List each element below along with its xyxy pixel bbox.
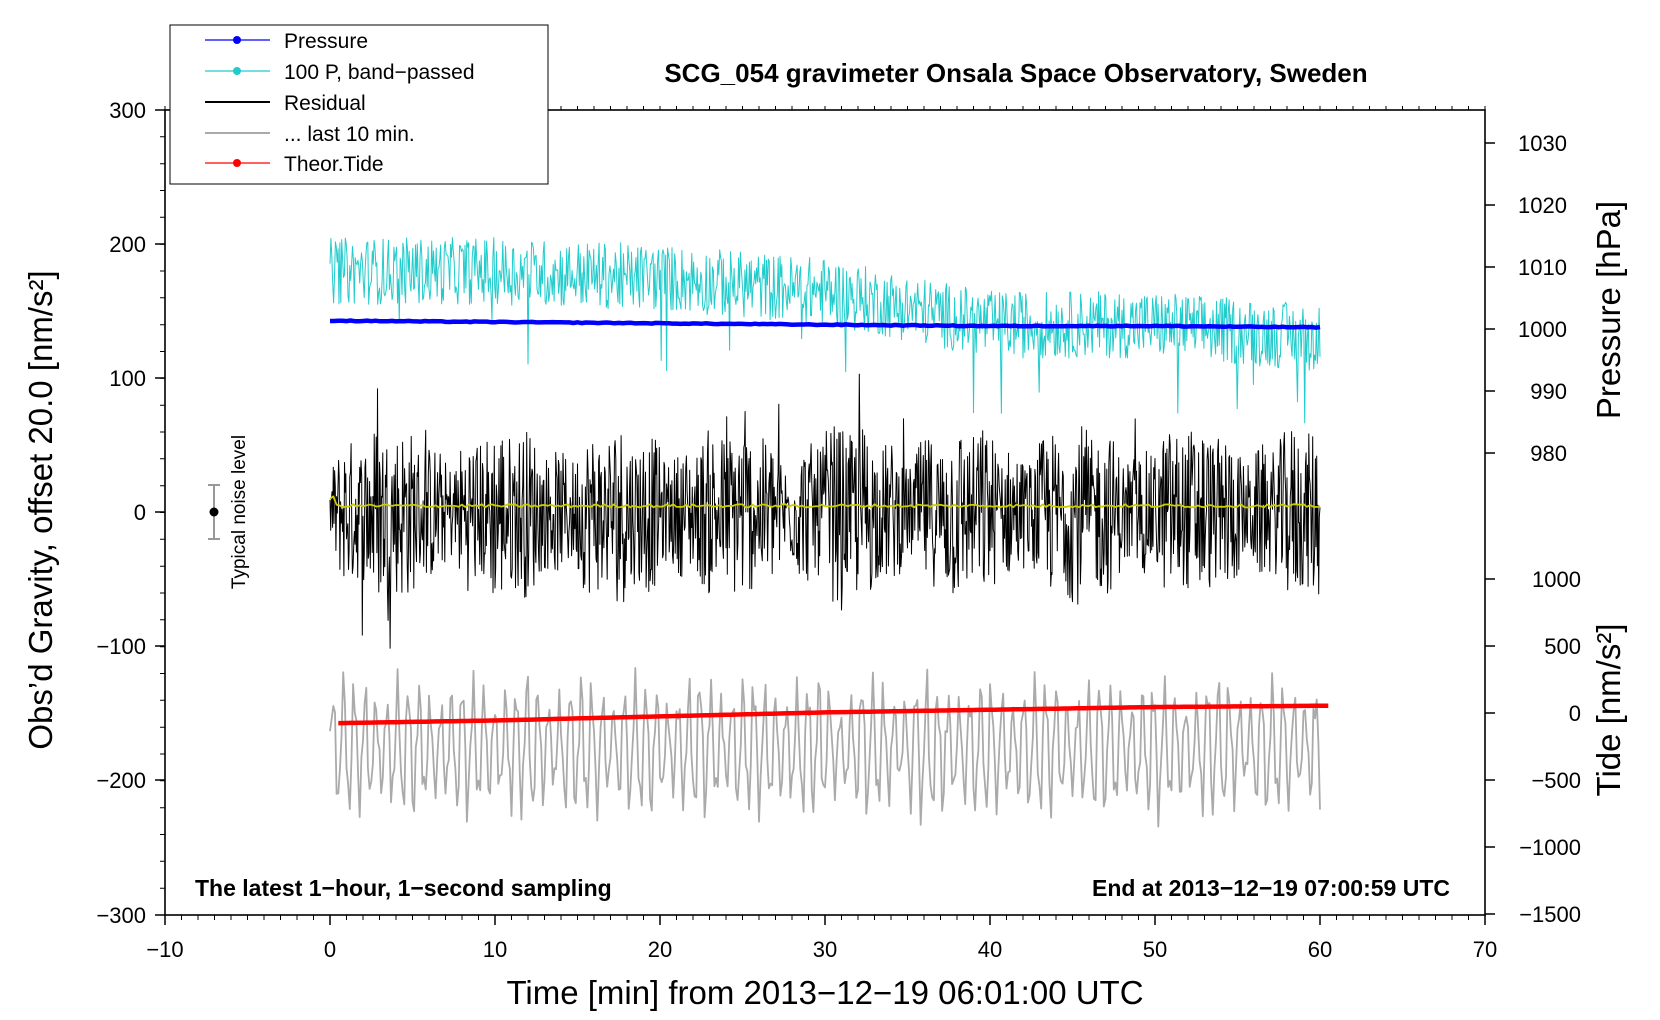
legend-label-bandpassed: 100 P, band−passed	[284, 61, 475, 84]
pressure-axis: 1030 1020 1010 1000 990 980	[1485, 131, 1567, 466]
x-axis-label: Time [min] from 2013−12−19 06:01:00 UTC	[506, 974, 1143, 1011]
y-axis-label-tide: Tide [nm/s²]	[1590, 624, 1627, 797]
noise-point	[209, 507, 219, 517]
y-axis-label-pressure: Pressure [hPa]	[1590, 201, 1627, 419]
legend-box	[169, 24, 549, 185]
pressure-tick-label: 990	[1530, 379, 1567, 404]
y-tick-label: 100	[109, 366, 146, 391]
y-tick-label: −100	[96, 634, 146, 659]
y-tick-label: 300	[109, 98, 146, 123]
noise-level-label: Typical noise level	[229, 435, 250, 589]
x-tick-label: 50	[1143, 937, 1167, 962]
tide-tick-label: −500	[1531, 768, 1581, 793]
series-layer	[329, 237, 1329, 828]
y-tick-label: 0	[134, 500, 146, 525]
series-bandpassed-pressure	[329, 237, 1321, 424]
y-axis-ticks-left: 300 200 100 0 −100 −200 −300	[96, 98, 165, 928]
noise-level-marker: Typical noise level	[208, 435, 250, 589]
tide-axis: 1000 500 0 −500 −1000 −1500	[1485, 567, 1581, 927]
tide-tick-label: 500	[1544, 634, 1581, 659]
x-tick-label: 20	[648, 937, 672, 962]
pressure-tick-label: 980	[1530, 441, 1567, 466]
series-residual	[329, 373, 1321, 649]
legend: Pressure 100 P, band−passed Residual ...…	[169, 24, 549, 185]
annotation-bottom-left: The latest 1−hour, 1−second sampling	[195, 875, 612, 901]
legend-marker-pressure	[233, 36, 241, 44]
legend-marker-tide	[233, 159, 241, 167]
pressure-tick-label: 1020	[1518, 193, 1567, 218]
tide-tick-label: 1000	[1532, 567, 1581, 592]
series-residual-smoothed	[329, 495, 1321, 509]
x-tick-label: 30	[813, 937, 837, 962]
x-tick-label: 70	[1473, 937, 1497, 962]
x-axis-ticks: −10 0 10 20 30 40 50 60 70	[146, 915, 1497, 962]
chart-title: SCG_054 gravimeter Onsala Space Observat…	[664, 58, 1367, 88]
y-tick-label: 200	[109, 232, 146, 257]
x-tick-label: 60	[1308, 937, 1332, 962]
legend-label-last10: ... last 10 min.	[284, 123, 415, 146]
y-axis-label-left: Obs’d Gravity, offset 20.0 [nm/s²]	[22, 270, 59, 749]
x-tick-label: 0	[324, 937, 336, 962]
legend-marker-bandpassed	[233, 67, 241, 75]
pressure-tick-label: 1010	[1518, 255, 1567, 280]
tide-tick-label: −1000	[1519, 835, 1581, 860]
tide-tick-label: 0	[1569, 701, 1581, 726]
series-theoretical-tide	[338, 703, 1329, 726]
y-tick-label: −200	[96, 768, 146, 793]
pressure-tick-label: 1000	[1518, 317, 1567, 342]
x-tick-label: −10	[146, 937, 183, 962]
legend-label-tide: Theor.Tide	[284, 153, 384, 176]
x-tick-label: 40	[978, 937, 1002, 962]
legend-label-residual: Residual	[284, 92, 366, 115]
pressure-tick-label: 1030	[1518, 131, 1567, 156]
x-tick-label: 10	[483, 937, 507, 962]
legend-label-pressure: Pressure	[284, 30, 368, 53]
y-tick-label: −300	[96, 903, 146, 928]
annotation-bottom-right: End at 2013−12−19 07:00:59 UTC	[1092, 875, 1450, 901]
tide-tick-label: −1500	[1519, 902, 1581, 927]
series-pressure	[330, 318, 1321, 330]
